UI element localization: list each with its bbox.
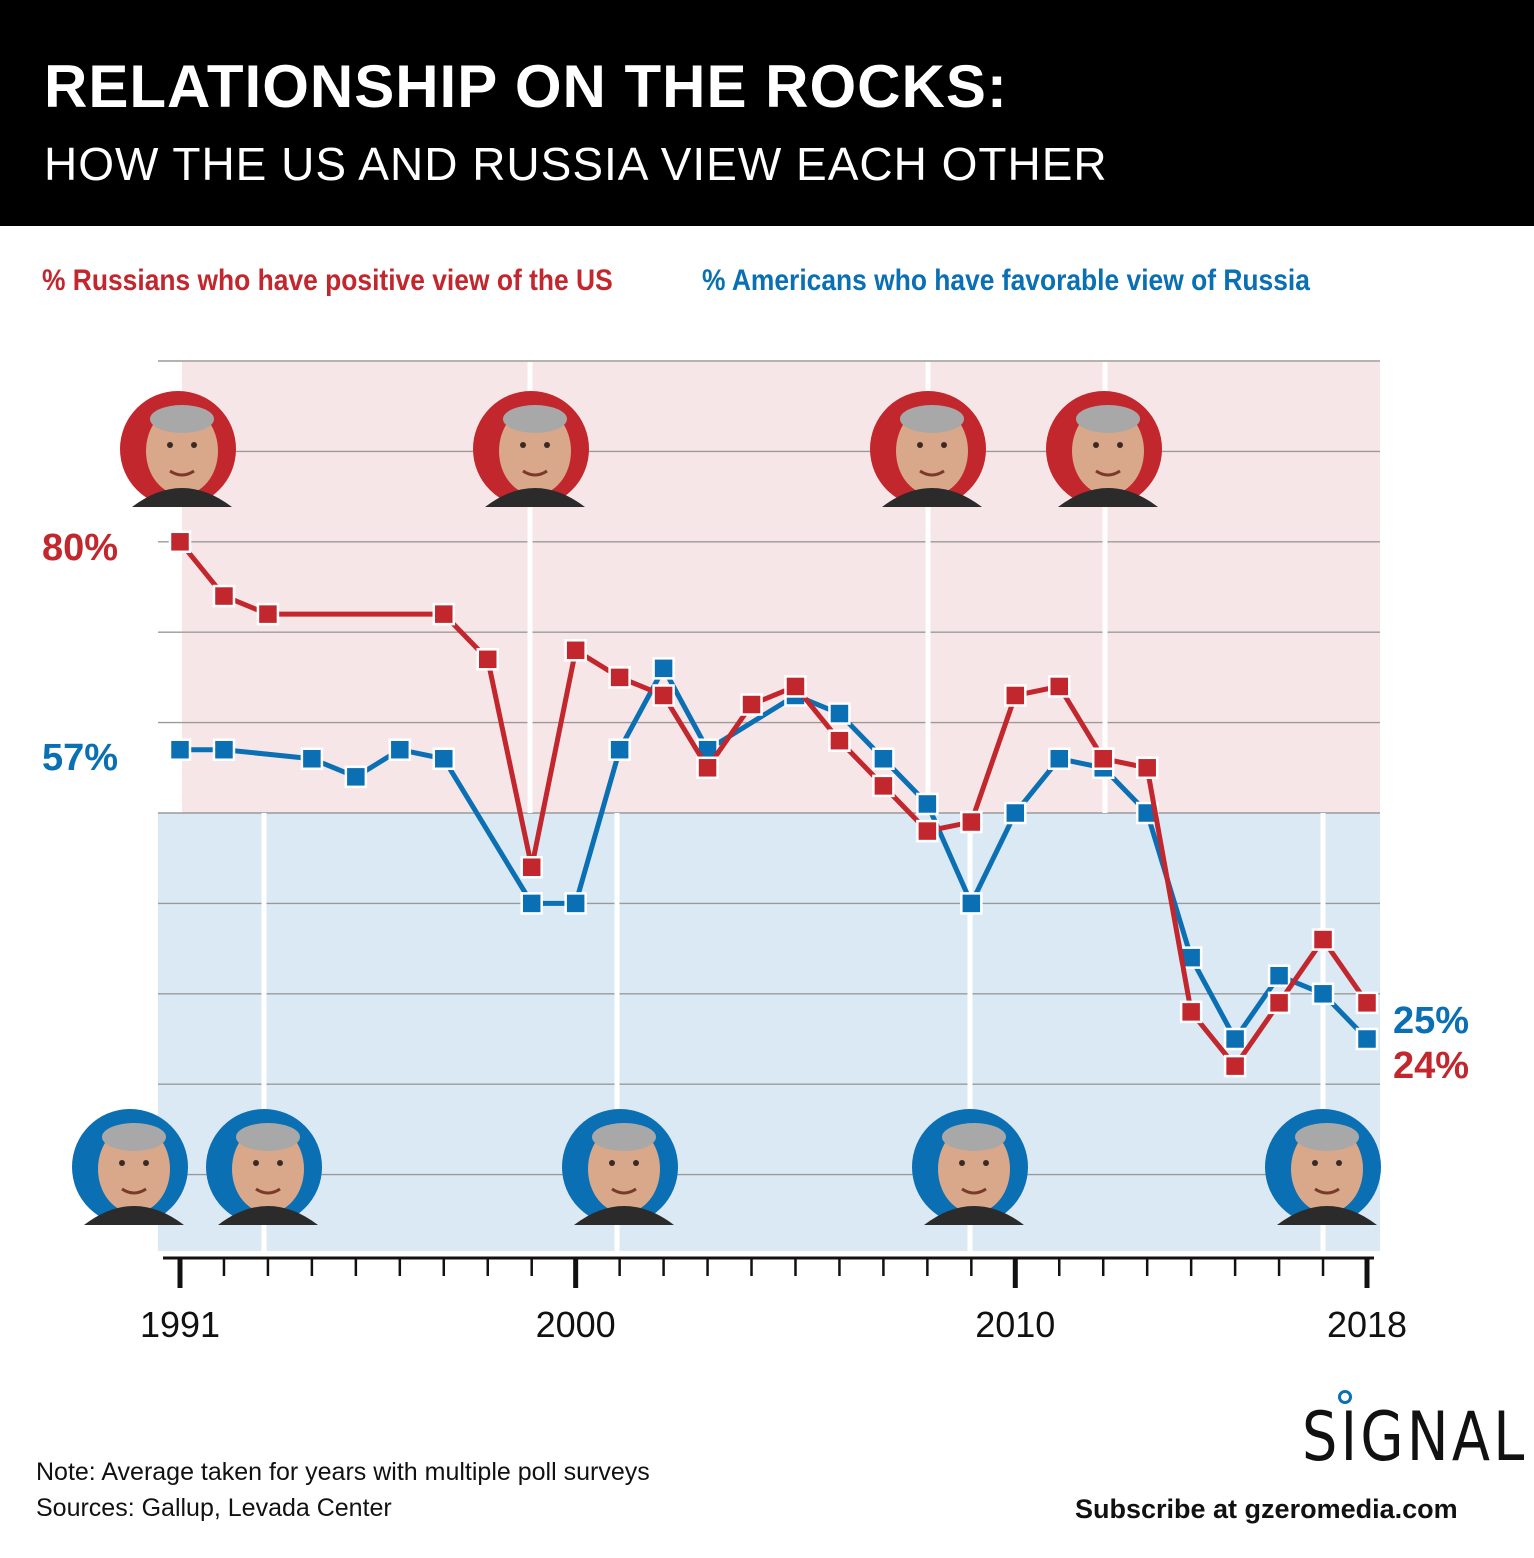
value-label: 25% — [1393, 1000, 1469, 1042]
russia-data-point — [828, 729, 851, 752]
us-data-point — [564, 892, 587, 915]
us-data-point — [520, 892, 543, 915]
russia-data-point — [1135, 756, 1159, 780]
us-data-point — [212, 738, 236, 761]
russia-data-point — [1048, 675, 1071, 698]
us-data-point — [1355, 1027, 1379, 1051]
russia-data-point — [652, 684, 675, 707]
chart-subtitle: HOW THE US AND RUSSIA VIEW EACH OTHER — [44, 138, 1108, 190]
background-regions — [158, 362, 1380, 1251]
value-labels: 80% 57% 25%24% — [42, 527, 1469, 1087]
bush-jr-portrait — [562, 1109, 678, 1225]
russia-data-point — [212, 584, 236, 608]
us-data-point — [652, 657, 675, 680]
yeltsin-portrait — [120, 391, 236, 507]
us-data-point — [960, 892, 983, 915]
us-data-point — [300, 747, 324, 771]
footnote: Note: Average taken for years with multi… — [36, 1458, 650, 1486]
russia-data-point — [1091, 747, 1115, 771]
us-data-point — [872, 747, 895, 771]
russia-data-point — [916, 819, 939, 843]
us-data-point — [432, 747, 456, 771]
chart-title: RELATIONSHIP ON THE ROCKS: — [44, 53, 1008, 120]
subscribe-link[interactable]: Subscribe at gzeromedia.com — [1075, 1494, 1458, 1524]
clinton-portrait — [206, 1109, 322, 1225]
putin-portrait — [473, 391, 589, 507]
series-lines — [168, 530, 1379, 1078]
us-data-point — [168, 738, 192, 761]
value-label: 80% — [42, 527, 118, 569]
leader-portraits — [72, 391, 1381, 1225]
x-tick-label: 2010 — [975, 1304, 1055, 1345]
x-tick-label: 2018 — [1327, 1304, 1407, 1345]
legend-russians: % Russians who have positive view of the… — [42, 264, 613, 297]
russia-data-point — [1223, 1054, 1247, 1078]
russia-region — [182, 362, 1380, 813]
russia-data-point — [784, 675, 807, 698]
sources: Sources: Gallup, Levada Center — [36, 1494, 392, 1522]
us-data-point — [1267, 964, 1291, 987]
us-data-point — [388, 738, 412, 761]
putin-portrait — [1046, 391, 1162, 507]
obama-portrait — [912, 1109, 1028, 1225]
us-data-point — [608, 738, 631, 761]
russia-data-point — [256, 602, 280, 626]
russia-data-point — [564, 639, 587, 662]
us-data-point — [1048, 747, 1071, 771]
x-tick-label: 2000 — [536, 1304, 616, 1345]
russia-data-point — [520, 855, 543, 879]
header-banner: RELATIONSHIP ON THE ROCKS: HOW THE US AN… — [0, 0, 1534, 226]
us-data-point — [1004, 801, 1027, 825]
us-region — [158, 813, 1380, 1251]
russia-data-point — [1355, 991, 1379, 1015]
russia-data-point — [1311, 928, 1335, 951]
russia-data-point — [168, 530, 192, 554]
value-label: 57% — [42, 737, 118, 779]
russia-data-point — [1179, 1000, 1203, 1024]
russia-data-point — [432, 602, 456, 626]
russia-data-point — [872, 774, 895, 798]
russia-data-point — [1004, 684, 1027, 707]
bush-sr-portrait — [72, 1109, 188, 1225]
us-data-point — [828, 702, 851, 725]
us-data-point — [1223, 1027, 1247, 1051]
russia-data-point — [696, 756, 719, 780]
x-tick-label: 1991 — [140, 1304, 220, 1345]
x-axis: 1991 2000 2010 2018 — [140, 1256, 1407, 1345]
russia-data-point — [608, 666, 631, 689]
russia-data-point — [1267, 991, 1291, 1015]
trump-portrait — [1265, 1109, 1381, 1225]
us-data-point — [1311, 982, 1335, 1006]
us-data-point — [344, 765, 368, 789]
gridlines — [158, 360, 1380, 1176]
us-data-point — [916, 792, 939, 816]
legend-americans: % Americans who have favorable view of R… — [702, 264, 1310, 297]
russia-data-point — [476, 648, 499, 671]
brand-dot-icon — [1338, 1390, 1352, 1404]
russia-data-point — [740, 693, 763, 716]
medvedev-portrait — [870, 391, 986, 507]
russia-data-point — [960, 810, 983, 834]
value-label: 24% — [1393, 1045, 1469, 1087]
brand-logo: SIGNAL — [1302, 1398, 1528, 1477]
